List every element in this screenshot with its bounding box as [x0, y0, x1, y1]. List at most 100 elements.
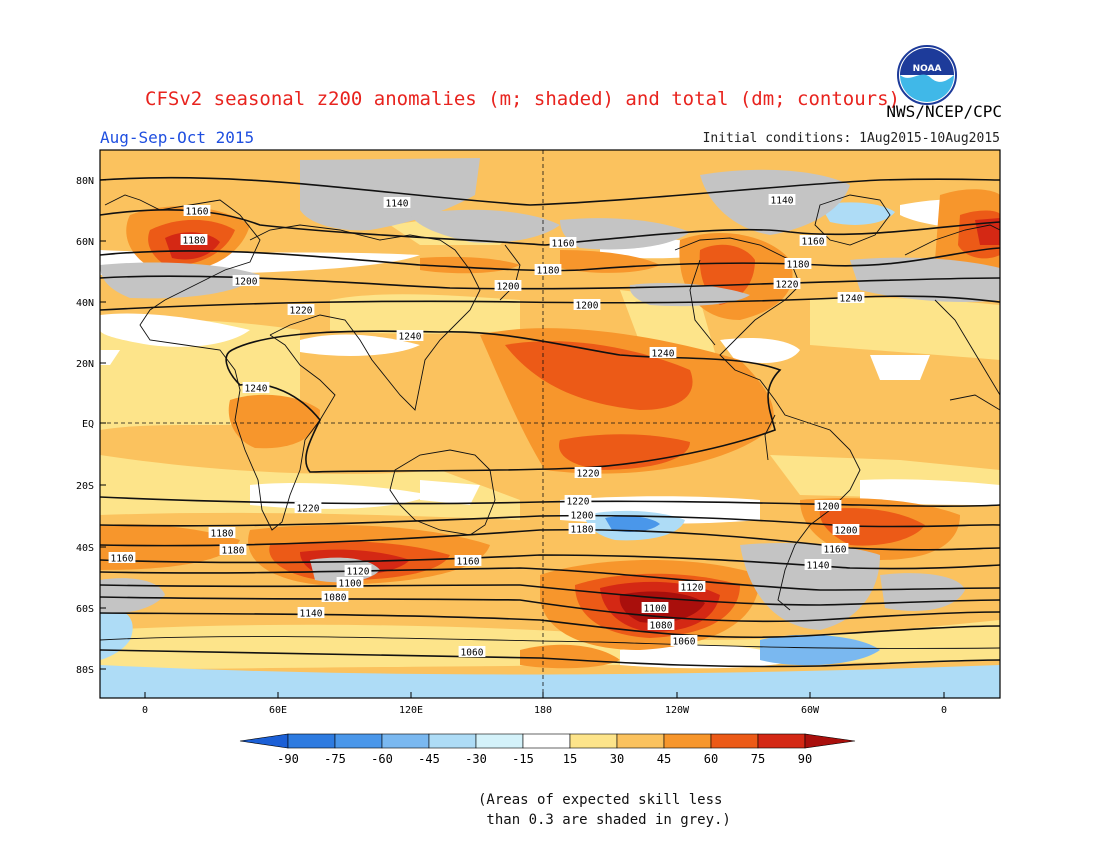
- contour-label-bg: [458, 646, 486, 657]
- period-label: Aug-Sep-Oct 2015: [100, 128, 255, 147]
- contour-1220-north: [99, 295, 1001, 311]
- contour-label: 1160: [802, 237, 825, 248]
- contour-label: 1140: [386, 199, 409, 210]
- contour-1200-south: [99, 514, 1001, 528]
- contour-label-bg: [180, 234, 208, 245]
- colorbar-bin: [616, 733, 665, 749]
- contour-label: 1060: [673, 637, 696, 648]
- colorbar-label: 15: [563, 752, 577, 766]
- contour-label: 1140: [771, 196, 794, 207]
- contour-label-bg: [534, 264, 562, 275]
- contour-label-bg: [344, 565, 372, 576]
- contour-label: 1080: [324, 593, 347, 604]
- skill-note-line-2: than 0.3 are shaded in grey.): [478, 812, 731, 828]
- lon-label: 60W: [801, 705, 820, 716]
- contour-label-bg: [242, 382, 270, 393]
- contour-label: 1160: [111, 554, 134, 565]
- contour-label: 1060: [461, 648, 484, 659]
- contour-label-bg: [287, 304, 315, 315]
- lat-label: 80S: [76, 665, 94, 676]
- lon-label: 60E: [269, 705, 287, 716]
- contour-1140-north: [99, 176, 1001, 206]
- contour-label-bg: [804, 559, 832, 570]
- contour-label: 1180: [787, 260, 810, 271]
- contour-label-bg: [396, 330, 424, 341]
- contour-label-bg: [383, 197, 411, 208]
- colorbar-bin: [710, 733, 759, 749]
- contour-label-bg: [678, 581, 706, 592]
- colorbar-bin: [287, 733, 336, 749]
- contour-1160-north: [99, 209, 1001, 246]
- contour-label: 1100: [339, 579, 362, 590]
- colorbar-label: -90: [277, 752, 299, 766]
- contour-label-bg: [768, 194, 796, 205]
- contour-label-bg: [641, 602, 669, 613]
- contour-label-bg: [294, 502, 322, 513]
- contour-label-bg: [574, 467, 602, 478]
- lon-label: 120W: [665, 705, 690, 716]
- colorbar-bin: [663, 733, 712, 749]
- contour-label-bg: [647, 619, 675, 630]
- contour-1140-south: [99, 567, 1001, 591]
- colorbar-bin: [522, 733, 571, 749]
- colorbar-label: -60: [371, 752, 393, 766]
- contour-label: 1200: [497, 282, 520, 293]
- colorbar-label: -75: [324, 752, 346, 766]
- contour-1240-loop: [225, 330, 782, 473]
- chart-title: CFSv2 seasonal z200 anomalies (m; shaded…: [145, 88, 900, 110]
- colorbar-bin: [757, 733, 806, 749]
- contour-label: 1080: [650, 621, 673, 632]
- noaa-logo: NOAA: [897, 45, 957, 105]
- contour-label: 1240: [840, 294, 863, 305]
- initial-conditions: Initial conditions: 1Aug2015-10Aug2015: [702, 131, 1000, 146]
- colorbar-label: -45: [418, 752, 440, 766]
- contour-label-bg: [321, 591, 349, 602]
- colorbar-label: 45: [657, 752, 671, 766]
- contour-label: 1220: [577, 469, 600, 480]
- contour-label: 1220: [776, 280, 799, 291]
- contour-label-bg: [297, 607, 325, 618]
- lon-label: 0: [941, 705, 947, 716]
- colorbar-label: 75: [751, 752, 765, 766]
- lat-label: EQ: [82, 419, 94, 430]
- contour-label-bg: [208, 527, 236, 538]
- lat-label: 60N: [76, 237, 94, 248]
- contour-label: 1180: [183, 236, 206, 247]
- contour-label-bg: [568, 509, 596, 520]
- contour-label-bg: [573, 299, 601, 310]
- contour-label-bg: [232, 275, 260, 286]
- lon-label: 120E: [399, 705, 423, 716]
- contour-label: 1120: [681, 583, 704, 594]
- colorbar-label: -15: [512, 752, 534, 766]
- contour-label: 1160: [186, 207, 209, 218]
- lon-label: 0: [142, 705, 148, 716]
- contour-label: 1140: [807, 561, 830, 572]
- colorbar-bin: [381, 733, 430, 749]
- contour-label: 1180: [222, 546, 245, 557]
- colorbar-bin: [475, 733, 524, 749]
- contour-label: 1240: [652, 349, 675, 360]
- colorbar-arrow-low: [239, 733, 289, 749]
- contour-label-bg: [549, 237, 577, 248]
- contour-labels: 1140 1140 1160 1180 1160 1180 1160 1180 1200 1200…: [108, 194, 865, 659]
- longitude-axis: 0 60E 120E 180 120W 60W 0: [142, 692, 947, 716]
- contour-label: 1180: [571, 525, 594, 536]
- contour-label: 1220: [567, 497, 590, 508]
- skill-note-line-1: (Areas of expected skill less: [478, 792, 723, 808]
- contour-label: 1200: [576, 301, 599, 312]
- colorbar-arrow-high: [804, 733, 856, 749]
- contour-label-bg: [183, 205, 211, 216]
- contour-1160-south: [99, 554, 1001, 570]
- contour-label: 1160: [824, 545, 847, 556]
- contour-label: 1100: [644, 604, 667, 615]
- lat-label: 40S: [76, 543, 94, 554]
- contour-label: 1160: [552, 239, 575, 250]
- contour-label: 1140: [300, 609, 323, 620]
- colorbar-label: -30: [465, 752, 487, 766]
- colorbar-bin: [569, 733, 618, 749]
- colorbar-bin: [428, 733, 477, 749]
- map-frame: [99, 149, 1001, 699]
- shading-negative: [100, 202, 1000, 698]
